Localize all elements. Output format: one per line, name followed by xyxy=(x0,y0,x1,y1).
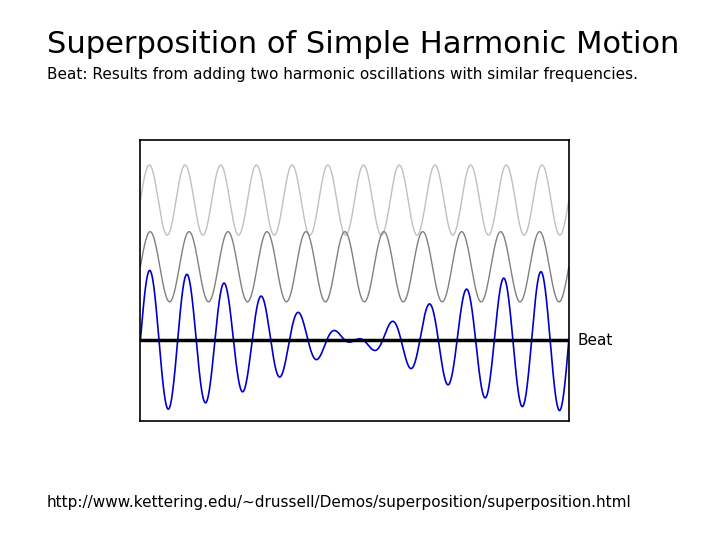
Text: Beat: Beat xyxy=(577,333,613,348)
Text: Superposition of Simple Harmonic Motion: Superposition of Simple Harmonic Motion xyxy=(47,30,679,59)
Text: Beat: Results from adding two harmonic oscillations with similar frequencies.: Beat: Results from adding two harmonic o… xyxy=(47,68,638,83)
Text: http://www.kettering.edu/~drussell/Demos/superposition/superposition.html: http://www.kettering.edu/~drussell/Demos… xyxy=(47,495,631,510)
